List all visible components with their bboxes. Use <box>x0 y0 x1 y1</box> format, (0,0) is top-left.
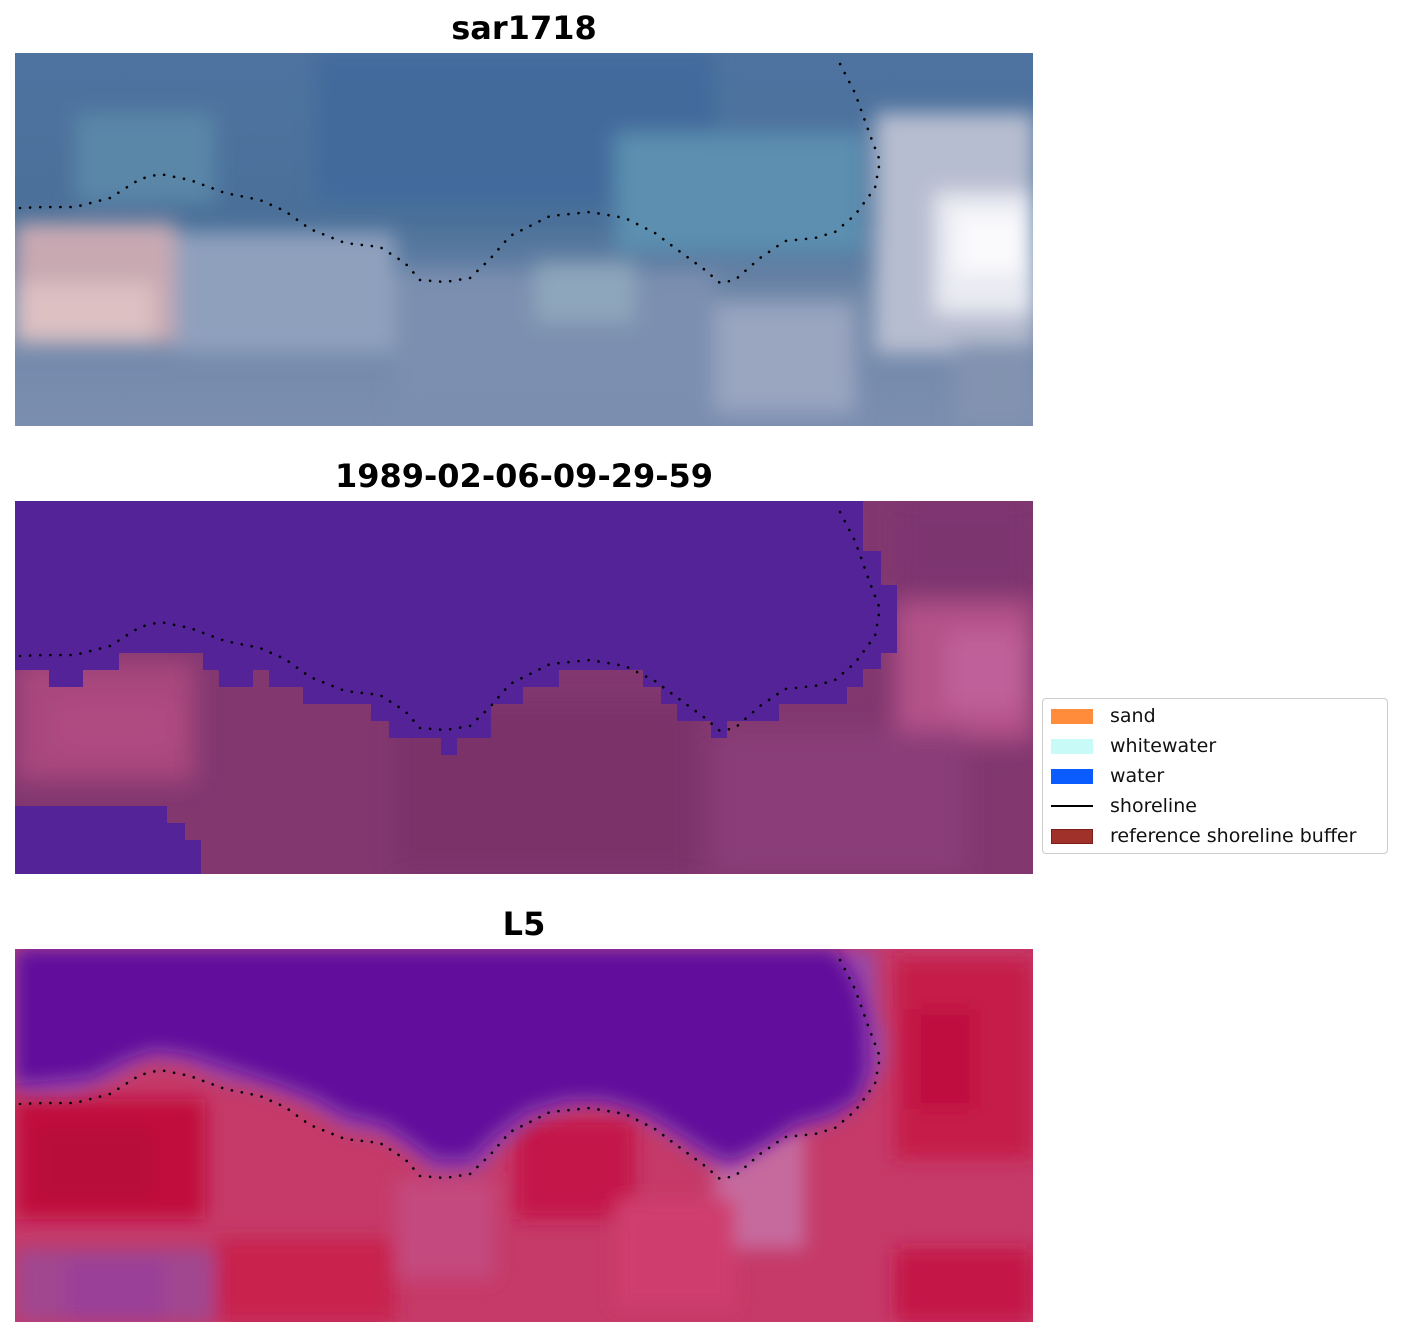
legend-label-sand: sand <box>1110 705 1156 727</box>
index-water-region <box>15 949 867 1161</box>
reference-buffer-swatch <box>1051 828 1093 844</box>
water-swatch <box>1051 768 1093 784</box>
whitewater-swatch <box>1051 738 1093 754</box>
shoreline-dots-1 <box>18 56 882 285</box>
shoreline-dots-3 <box>18 952 882 1181</box>
legend-label-whitewater: whitewater <box>1110 735 1217 757</box>
panel-title-1: sar1718 <box>451 9 597 47</box>
classified-water-region <box>15 501 897 755</box>
rgb-image <box>15 53 1033 426</box>
legend-item-whitewater: whitewater <box>1051 734 1216 758</box>
sand-swatch <box>1051 708 1093 724</box>
shoreline-line-swatch <box>1051 805 1093 807</box>
legend-label-reference-buffer: reference shoreline buffer <box>1110 825 1357 847</box>
legend: sand whitewater water shoreline referenc… <box>1042 698 1388 854</box>
rgb-image-panel <box>15 53 1033 426</box>
panel-title-3: L5 <box>502 905 546 943</box>
legend-item-sand: sand <box>1051 704 1156 728</box>
legend-item-reference-buffer: reference shoreline buffer <box>1051 824 1356 848</box>
legend-label-shoreline: shoreline <box>1110 795 1197 817</box>
index-image-panel <box>15 949 1033 1322</box>
classified-image <box>15 501 1033 874</box>
legend-item-water: water <box>1051 764 1164 788</box>
panel-title-2: 1989-02-06-09-29-59 <box>334 457 714 495</box>
classified-image-panel <box>15 501 1033 874</box>
index-image <box>15 949 1033 1322</box>
classified-water-region-2 <box>15 806 201 874</box>
shoreline-dots-2 <box>18 504 882 733</box>
legend-item-shoreline: shoreline <box>1051 794 1197 818</box>
legend-label-water: water <box>1110 765 1165 787</box>
